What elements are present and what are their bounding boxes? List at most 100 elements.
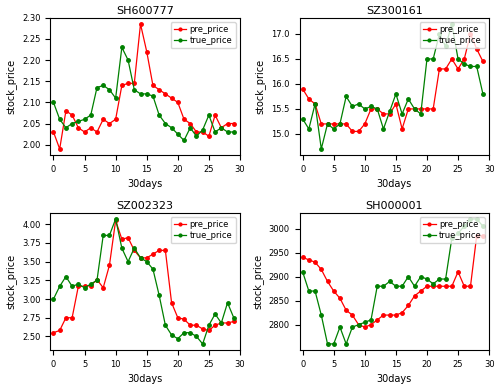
pre_price: [112, 117, 118, 122]
true_price: [94, 278, 100, 283]
pre_price: [150, 252, 156, 257]
pre_price: [436, 67, 442, 71]
true_price: [462, 62, 468, 66]
true_price: [406, 274, 411, 279]
pre_price: [224, 321, 230, 325]
true_price: [112, 216, 118, 221]
true_price: [455, 231, 461, 236]
pre_price: [356, 129, 362, 134]
pre_price: [424, 284, 430, 289]
pre_price: [94, 129, 100, 134]
true_price: [337, 325, 343, 330]
true_price: [187, 330, 193, 335]
pre_price: [406, 303, 411, 308]
true_price: [324, 342, 330, 346]
true_price: [306, 289, 312, 293]
true_price: [212, 129, 218, 134]
pre_price: [218, 126, 224, 130]
pre_price: [206, 328, 212, 333]
pre_price: [100, 285, 106, 290]
pre_price: [132, 81, 138, 86]
true_price: [218, 321, 224, 325]
true_price: [138, 92, 143, 96]
pre_price: [368, 106, 374, 111]
true_price: [356, 102, 362, 106]
true_price: [474, 216, 480, 221]
pre_price: [480, 234, 486, 238]
true_price: [218, 126, 224, 130]
true_price: [150, 94, 156, 98]
pre_price: [418, 106, 424, 111]
true_price: [318, 313, 324, 317]
true_price: [88, 113, 94, 117]
pre_price: [63, 316, 69, 320]
X-axis label: 30days: 30days: [128, 374, 163, 385]
pre_price: [181, 117, 187, 122]
true_price: [343, 342, 349, 346]
pre_price: [218, 321, 224, 325]
pre_price: [56, 328, 62, 333]
true_price: [132, 246, 138, 250]
true_price: [356, 323, 362, 327]
true_price: [200, 128, 205, 132]
true_price: [449, 236, 455, 241]
pre_price: [76, 126, 82, 130]
pre_price: [468, 32, 473, 36]
true_price: [162, 323, 168, 328]
pre_price: [82, 284, 87, 289]
pre_price: [343, 308, 349, 313]
pre_price: [442, 67, 448, 71]
pre_price: [168, 300, 174, 305]
true_price: [69, 284, 75, 289]
pre_price: [125, 235, 131, 240]
pre_price: [125, 81, 131, 86]
pre_price: [380, 313, 386, 317]
pre_price: [200, 129, 205, 134]
pre_price: [474, 234, 480, 238]
pre_price: [156, 87, 162, 92]
true_price: [412, 284, 418, 289]
true_price: [436, 32, 442, 36]
true_price: [418, 274, 424, 279]
true_price: [181, 330, 187, 335]
true_price: [181, 138, 187, 143]
Y-axis label: stock_price: stock_price: [255, 59, 266, 114]
true_price: [368, 104, 374, 109]
true_price: [119, 45, 125, 50]
pre_price: [386, 313, 392, 317]
pre_price: [119, 83, 125, 88]
true_price: [156, 293, 162, 298]
true_price: [69, 121, 75, 126]
true_price: [442, 277, 448, 281]
true_price: [393, 284, 399, 289]
true_price: [362, 320, 368, 324]
true_price: [94, 85, 100, 90]
pre_price: [69, 113, 75, 117]
X-axis label: 30days: 30days: [376, 179, 412, 190]
pre_price: [100, 117, 106, 122]
true_price: [318, 147, 324, 151]
pre_price: [330, 122, 336, 126]
true_price: [380, 127, 386, 131]
pre_price: [50, 129, 56, 134]
true_price: [374, 106, 380, 111]
Line: pre_price: pre_price: [52, 22, 236, 151]
true_price: [436, 277, 442, 281]
pre_price: [106, 263, 112, 268]
true_price: [324, 122, 330, 126]
true_price: [187, 126, 193, 130]
true_price: [175, 132, 181, 136]
pre_price: [462, 284, 468, 289]
true_price: [56, 117, 62, 122]
pre_price: [386, 112, 392, 116]
true_price: [430, 57, 436, 61]
pre_price: [187, 121, 193, 126]
true_price: [386, 109, 392, 114]
pre_price: [175, 100, 181, 105]
pre_price: [181, 317, 187, 322]
pre_price: [418, 289, 424, 293]
true_price: [399, 112, 405, 116]
pre_price: [449, 57, 455, 61]
true_price: [200, 342, 205, 346]
pre_price: [318, 267, 324, 272]
